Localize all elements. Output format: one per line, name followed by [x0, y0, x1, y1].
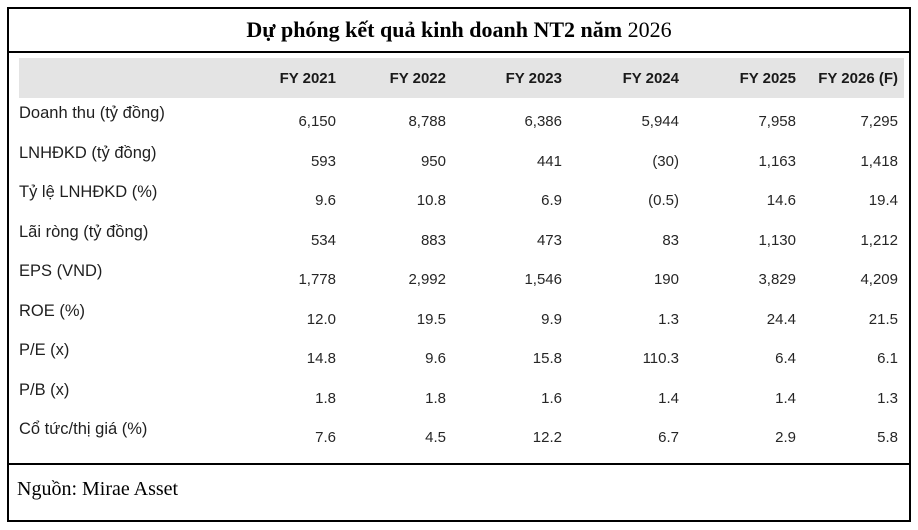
column-header-fy2021: FY 2021: [279, 69, 336, 87]
cell-value: 1,163: [758, 152, 796, 170]
figure-title-year: 2026: [627, 17, 672, 42]
cell-value: 12.2: [532, 429, 562, 447]
cell-value: 10.8: [416, 192, 446, 210]
row-label: P/B (x): [19, 380, 70, 399]
cell-value: 19.5: [416, 310, 446, 328]
table-row: Lãi ròng (tỷ đồng) 534 883 473 83 1,130 …: [19, 217, 904, 257]
cell-value: 534: [310, 231, 336, 249]
table-row: P/B (x) 1.8 1.8 1.6 1.4 1.4 1.3: [19, 375, 904, 415]
cell-value: 1,546: [524, 271, 562, 289]
cell-value: 4.5: [425, 429, 446, 447]
cell-value: 7,958: [758, 113, 796, 131]
cell-value: 6,386: [524, 113, 562, 131]
row-label: Tỷ lệ LNHĐKD (%): [19, 183, 158, 202]
table-row: Cổ tức/thị giá (%) 7.6 4.5 12.2 6.7 2.9 …: [19, 414, 904, 454]
row-label: Doanh thu (tỷ đồng): [19, 104, 165, 123]
table-row: EPS (VND) 1,778 2,992 1,546 190 3,829 4,…: [19, 256, 904, 296]
cell-value: 1.3: [877, 389, 898, 407]
row-label: EPS (VND): [19, 262, 103, 281]
figure-title-bar: Dự phóng kết quả kinh doanh NT2 năm 2026: [9, 9, 909, 53]
cell-value: 593: [310, 152, 336, 170]
cell-value: 1.3: [658, 310, 679, 328]
cell-value: 5,944: [641, 113, 679, 131]
cell-value: 9.6: [425, 350, 446, 368]
source-text: Nguồn: Mirae Asset: [17, 478, 179, 500]
cell-value: 1.6: [541, 389, 562, 407]
cell-value: 7.6: [315, 429, 336, 447]
cell-value: 5.8: [877, 429, 898, 447]
source-bar: Nguồn: Mirae Asset: [9, 465, 909, 514]
table-row: P/E (x) 14.8 9.6 15.8 110.3 6.4 6.1: [19, 335, 904, 375]
table-header-row: FY 2021 FY 2022 FY 2023 FY 2024 FY 2025 …: [19, 58, 904, 98]
cell-value: 2.9: [775, 429, 796, 447]
cell-value: 441: [536, 152, 562, 170]
cell-value: 7,295: [860, 113, 898, 131]
cell-value: 3,829: [758, 271, 796, 289]
cell-value: 9.6: [315, 192, 336, 210]
figure-title: Dự phóng kết quả kinh doanh NT2 năm: [246, 17, 628, 42]
cell-value: 1.8: [425, 389, 446, 407]
cell-value: 19.4: [868, 192, 898, 210]
cell-value: 9.9: [541, 310, 562, 328]
cell-value: 83: [662, 231, 679, 249]
cell-value: 24.4: [766, 310, 796, 328]
cell-value: 1.4: [775, 389, 796, 407]
cell-value: 8,788: [408, 113, 446, 131]
cell-value: 6.1: [877, 350, 898, 368]
cell-value: 190: [653, 271, 679, 289]
cell-value: 1,212: [860, 231, 898, 249]
cell-value: 2,992: [408, 271, 446, 289]
table-row: ROE (%) 12.0 19.5 9.9 1.3 24.4 21.5: [19, 296, 904, 336]
cell-value: 21.5: [868, 310, 898, 328]
column-header-fy2022: FY 2022: [389, 69, 446, 87]
column-header-fy2026f: FY 2026 (F): [818, 69, 898, 87]
cell-value: 6.4: [775, 350, 796, 368]
table-area: FY 2021 FY 2022 FY 2023 FY 2024 FY 2025 …: [9, 53, 909, 465]
cell-value: 6,150: [298, 113, 336, 131]
cell-value: 12.0: [306, 310, 336, 328]
column-header-fy2025: FY 2025: [739, 69, 796, 87]
cell-value: (30): [652, 152, 679, 170]
row-label: P/E (x): [19, 341, 70, 360]
cell-value: 4,209: [860, 271, 898, 289]
table-row: Tỷ lệ LNHĐKD (%) 9.6 10.8 6.9 (0.5) 14.6…: [19, 177, 904, 217]
cell-value: 1.8: [315, 389, 336, 407]
cell-value: 110.3: [642, 350, 679, 368]
cell-value: 1,130: [758, 231, 796, 249]
cell-value: 15.8: [532, 350, 562, 368]
cell-value: 6.9: [541, 192, 562, 210]
cell-value: 473: [536, 231, 562, 249]
row-label: Lãi ròng (tỷ đồng): [19, 222, 149, 241]
table-row: Doanh thu (tỷ đồng) 6,150 8,788 6,386 5,…: [19, 98, 904, 138]
cell-value: 14.8: [306, 350, 336, 368]
cell-value: 1,418: [860, 152, 898, 170]
table-body: Doanh thu (tỷ đồng) 6,150 8,788 6,386 5,…: [9, 98, 909, 454]
cell-value: 883: [420, 231, 446, 249]
cell-value: 14.6: [766, 192, 796, 210]
figure-frame: Dự phóng kết quả kinh doanh NT2 năm 2026…: [7, 7, 911, 522]
cell-value: 950: [420, 152, 446, 170]
cell-value: 1,778: [298, 271, 336, 289]
cell-value: 6.7: [658, 429, 679, 447]
column-header-fy2024: FY 2024: [622, 69, 679, 87]
cell-value: 1.4: [658, 389, 679, 407]
row-label: Cổ tức/thị giá (%): [19, 420, 148, 439]
row-label: LNHĐKD (tỷ đồng): [19, 143, 157, 162]
table-row: LNHĐKD (tỷ đồng) 593 950 441 (30) 1,163 …: [19, 138, 904, 178]
row-label: ROE (%): [19, 301, 85, 320]
column-header-fy2023: FY 2023: [505, 69, 562, 87]
cell-value: (0.5): [648, 192, 679, 210]
